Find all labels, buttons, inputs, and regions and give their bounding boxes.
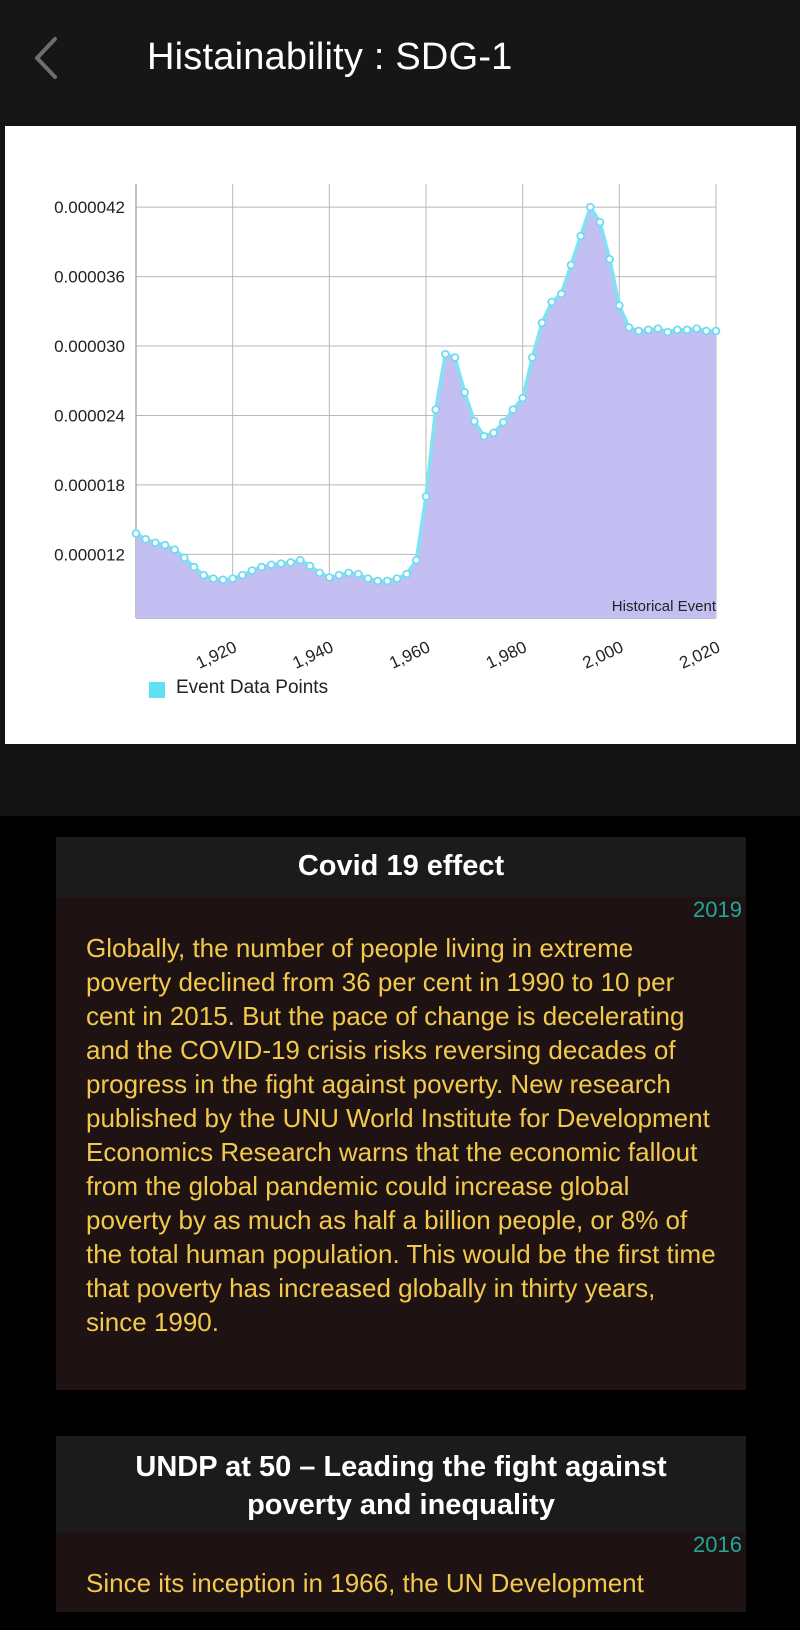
data-point xyxy=(141,535,150,544)
data-point xyxy=(644,325,653,335)
data-point xyxy=(276,559,286,568)
data-point xyxy=(557,289,566,299)
y-tick-label: 0.000012 xyxy=(54,545,125,564)
data-point xyxy=(518,393,527,403)
card-text: Since its inception in 1966, the UN Deve… xyxy=(86,1568,644,1598)
card-year: 2016 xyxy=(693,1532,742,1557)
x-tick-label: 1,960 xyxy=(386,637,433,672)
area-fill xyxy=(136,207,716,618)
data-point xyxy=(334,570,344,580)
data-point xyxy=(711,326,721,336)
data-point xyxy=(247,566,257,575)
data-point xyxy=(421,492,431,501)
data-point xyxy=(305,561,315,571)
event-card-undp[interactable]: UNDP at 50 – Leading the fight against p… xyxy=(56,1436,746,1612)
data-point xyxy=(470,416,479,426)
data-point xyxy=(296,555,305,565)
event-card-covid[interactable]: Covid 19 effect 2019 Globally, the numbe… xyxy=(56,837,746,1390)
chart-description: Historical Event xyxy=(612,598,717,615)
data-point xyxy=(209,574,218,583)
card-title: UNDP at 50 – Leading the fight against p… xyxy=(56,1436,746,1532)
data-point xyxy=(344,568,353,578)
card-text: Globally, the number of people living in… xyxy=(86,933,716,1337)
card-year: 2019 xyxy=(693,897,742,922)
data-point xyxy=(325,573,334,582)
data-point xyxy=(267,560,276,570)
data-point xyxy=(257,562,266,572)
chart-card: 0.000012 0.000018 0.000024 0.000030 0.000036… xyxy=(5,126,796,744)
data-point xyxy=(479,431,489,441)
data-point xyxy=(605,254,614,264)
area-chart: 0.000012 0.000018 0.000024 0.000030 0.000036… xyxy=(54,184,723,673)
y-tick-label: 0.000036 xyxy=(54,268,125,287)
back-button[interactable] xyxy=(22,30,70,86)
x-tick-label: 2,020 xyxy=(676,637,723,672)
y-tick-label: 0.000018 xyxy=(54,476,125,495)
data-point xyxy=(615,301,624,310)
data-point xyxy=(354,569,363,579)
data-point xyxy=(663,327,672,337)
x-tick-label: 1,940 xyxy=(290,637,337,672)
data-point xyxy=(199,570,208,580)
data-point xyxy=(653,324,663,333)
y-tick-label: 0.000042 xyxy=(54,198,125,217)
data-point xyxy=(189,562,199,572)
y-tick-label: 0.000024 xyxy=(54,406,125,425)
data-point xyxy=(363,574,373,583)
data-point xyxy=(682,325,692,335)
data-point xyxy=(576,231,585,241)
data-point xyxy=(218,575,228,585)
x-tick-label: 1,920 xyxy=(193,637,240,672)
data-point xyxy=(402,569,411,579)
x-tick-label: 2,000 xyxy=(580,637,627,672)
data-point xyxy=(499,418,508,427)
legend-swatch-event-data-points xyxy=(149,682,165,698)
data-point xyxy=(508,405,518,414)
data-point xyxy=(692,324,701,333)
data-point xyxy=(131,529,141,538)
card-body: 2016 Since its inception in 1966, the UN… xyxy=(56,1532,746,1612)
data-point xyxy=(595,217,605,227)
legend-label: Event Data Points xyxy=(176,677,329,698)
data-point xyxy=(238,570,247,580)
data-point xyxy=(160,540,170,550)
page-title: Histainability : SDG-1 xyxy=(147,36,513,78)
chevron-left-icon xyxy=(35,37,57,79)
data-point xyxy=(702,326,711,336)
data-point xyxy=(412,555,421,565)
app-header: Histainability : SDG-1 xyxy=(0,0,800,122)
data-point xyxy=(586,202,595,212)
data-point xyxy=(373,576,382,586)
data-point xyxy=(450,353,460,362)
data-point xyxy=(392,574,402,583)
card-title: Covid 19 effect xyxy=(56,837,746,897)
data-point xyxy=(431,405,440,414)
card-body: 2019 Globally, the number of people livi… xyxy=(56,897,746,1390)
data-point xyxy=(460,388,469,397)
data-point xyxy=(228,574,237,583)
data-point xyxy=(151,538,160,548)
data-point xyxy=(673,325,682,335)
y-tick-label: 0.000030 xyxy=(54,337,125,356)
data-point xyxy=(383,576,392,586)
data-point xyxy=(528,353,537,362)
data-point xyxy=(547,297,556,307)
data-point xyxy=(537,318,547,328)
data-point xyxy=(566,260,576,270)
x-tick-label: 1,980 xyxy=(483,637,530,672)
data-point xyxy=(315,568,324,578)
data-point xyxy=(170,545,179,555)
data-point xyxy=(286,558,295,567)
data-point xyxy=(180,553,189,563)
data-point xyxy=(489,428,498,438)
data-point xyxy=(624,323,634,332)
data-point xyxy=(441,349,450,359)
data-point xyxy=(634,326,643,336)
